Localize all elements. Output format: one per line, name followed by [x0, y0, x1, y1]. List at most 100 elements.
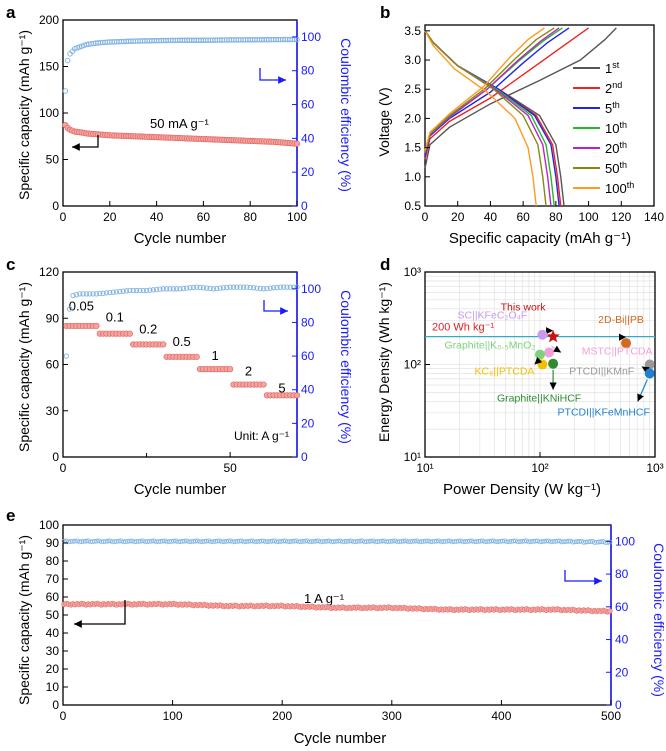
e-efficiency-point: [199, 539, 205, 545]
e-efficiency-point: [193, 538, 199, 544]
e-efficiency-point: [311, 538, 317, 544]
e-efficiency-point: [351, 539, 356, 545]
d-point-label: Graphite||K₀.₅MnO₂: [444, 340, 535, 352]
e-efficiency-point: [237, 538, 242, 544]
c-efficiency-point: [150, 287, 156, 293]
e-efficiency-point: [340, 539, 345, 545]
c-rate-label: 0.1: [106, 309, 124, 324]
e-efficiency-point: [585, 539, 591, 545]
e-efficiency-point: [278, 538, 284, 544]
e-efficiency-point: [506, 539, 512, 545]
b-xtick-label: 80: [549, 210, 563, 224]
e-xtick-label: 100: [163, 709, 183, 723]
e-efficiency-point: [497, 538, 503, 544]
c-efficiency-point: [237, 284, 243, 290]
e-efficiency-point: [197, 539, 203, 545]
e-efficiency-point: [381, 538, 387, 544]
e-efficiency-point: [565, 538, 571, 544]
e-efficiency-point: [182, 538, 188, 544]
panel-d: d Power Density (W kg⁻¹) Energy Density …: [376, 255, 664, 498]
panel-label-a: a: [6, 3, 16, 22]
c-efficiency-point: [184, 285, 190, 291]
e-efficiency-point: [399, 538, 405, 544]
c-capacity-point: [293, 392, 301, 399]
e-efficiency-point: [434, 538, 440, 544]
e-efficiency-point: [162, 538, 168, 544]
c-efficiency-point: [214, 285, 220, 292]
a-arrow-left: [72, 135, 99, 151]
d-ytick-label: 10³: [404, 265, 421, 279]
b-legend-label-10: 10th: [605, 120, 627, 136]
e-ytick-label: 10: [46, 680, 60, 694]
c-y2tick-label: 60: [301, 349, 315, 363]
c-efficiency-point: [100, 290, 106, 296]
c-efficiency-point: [274, 284, 280, 291]
e-efficiency-point: [186, 539, 192, 545]
e-efficiency-point: [456, 538, 462, 544]
c-y2label: Coulombic efficiency (%): [338, 290, 354, 444]
e-ytick-label: 90: [46, 536, 60, 550]
e-efficiency-point: [559, 539, 565, 545]
e-efficiency-point: [550, 539, 556, 545]
e-efficiency-point: [234, 538, 240, 544]
e-efficiency-point: [252, 539, 258, 545]
e-efficiency-point: [370, 538, 376, 544]
b-xtick-label: 120: [611, 210, 631, 224]
e-efficiency-point: [493, 539, 499, 545]
c-y2tick-label: 40: [301, 383, 315, 397]
e-arrow-right: [564, 570, 602, 585]
d-point-pointer: [534, 356, 543, 365]
e-efficiency-point: [158, 538, 163, 544]
a-xtick-label: 80: [244, 210, 258, 224]
e-efficiency-point: [572, 539, 578, 545]
e-ytick-label: 0: [52, 698, 59, 712]
e-efficiency-point: [298, 539, 304, 545]
e-efficiency-point: [600, 539, 606, 544]
e-efficiency-point: [276, 539, 282, 545]
c-efficiency-point: [220, 285, 227, 291]
e-efficiency-point: [212, 538, 218, 544]
e-efficiency-point: [563, 539, 569, 544]
e-efficiency-point: [605, 539, 611, 545]
c-efficiency-point: [254, 285, 260, 291]
b-plot: 0 20 40 60 80 100 120 140 0.5 1.0 1.5 2.0 2.5 3.0 3.5: [404, 24, 664, 224]
e-efficiency-point: [155, 539, 161, 545]
c-efficiency-point: [143, 287, 150, 294]
e-xtick-label: 0: [60, 709, 67, 723]
d-point-this-work: [546, 329, 560, 343]
e-efficiency-point: [142, 539, 148, 545]
e-efficiency-point: [74, 538, 80, 544]
e-xtick-label: 300: [382, 709, 402, 723]
e-efficiency-point: [333, 538, 339, 544]
e-efficiency-point: [326, 538, 332, 544]
c-efficiency-point: [234, 284, 240, 290]
b-xtick-label: 60: [516, 210, 530, 224]
e-efficiency-point: [574, 539, 580, 545]
e-efficiency-point: [184, 538, 190, 544]
e-efficiency-point: [469, 538, 475, 544]
e-efficiency-point: [177, 539, 183, 545]
c-efficiency-point: [197, 284, 203, 291]
c-efficiency-point: [80, 291, 86, 297]
e-efficiency-point: [388, 538, 394, 544]
e-efficiency-point: [528, 539, 534, 545]
e-efficiency-point: [522, 538, 527, 544]
e-efficiency-point: [83, 538, 89, 544]
a-ytick-label: 100: [39, 106, 59, 120]
b-xtick-label: 140: [644, 210, 664, 224]
e-efficiency-point: [94, 538, 100, 544]
e-efficiency-point: [261, 538, 266, 544]
e-efficiency-point: [127, 538, 133, 544]
panel-c: c Unit: A g⁻¹ Cycle number Specific capa…: [6, 255, 354, 498]
e-efficiency-point: [324, 538, 330, 544]
e-efficiency-point: [570, 539, 576, 545]
e-efficiency-point: [210, 539, 216, 545]
c-efficiency-point: [93, 291, 100, 297]
a-ytick-label: 50: [46, 153, 60, 167]
a-efficiency-point: [78, 43, 85, 49]
e-efficiency-point: [445, 538, 451, 544]
e-efficiency-point: [232, 539, 238, 545]
d-point-label: SC||KFeC₂O₄F: [458, 310, 528, 322]
c-efficiency-point: [147, 287, 153, 293]
c-efficiency-point: [133, 287, 140, 294]
